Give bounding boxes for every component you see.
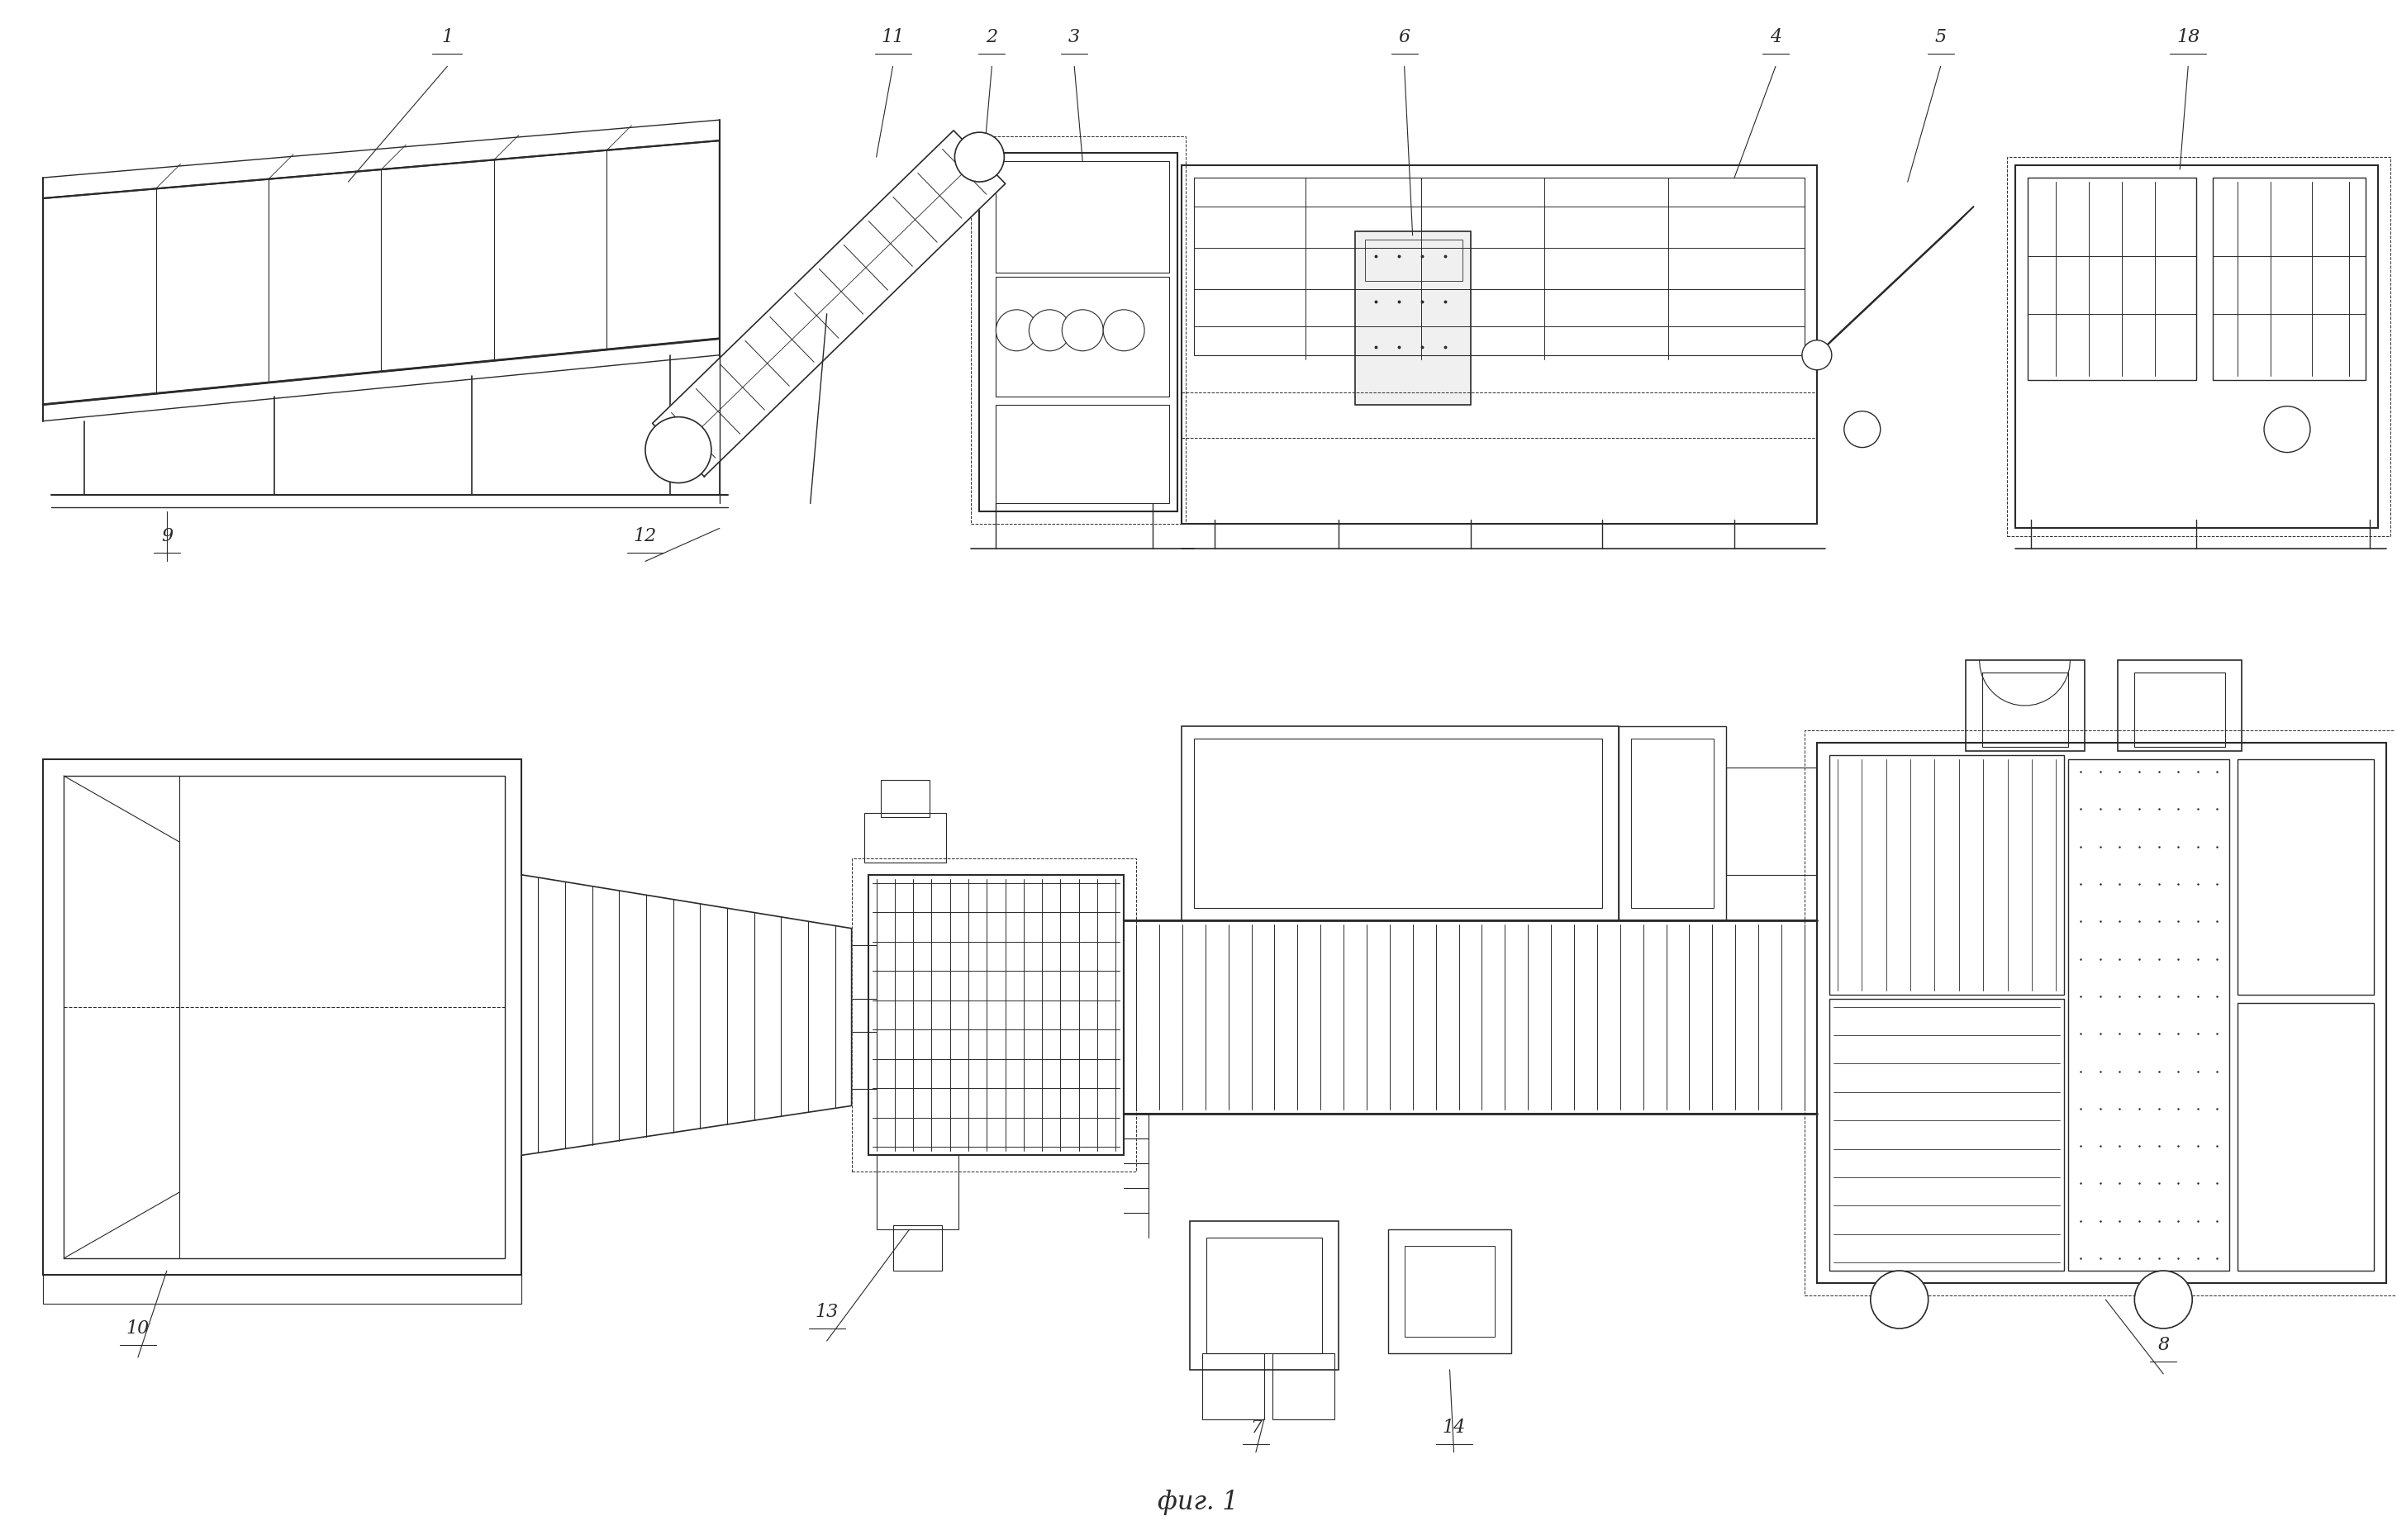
Text: 11: 11 [882, 28, 904, 46]
Bar [997, 405, 1170, 504]
Bar [851, 859, 1136, 1172]
Bar [980, 154, 1177, 513]
Bar [1966, 661, 2085, 752]
Text: 14: 14 [1443, 1418, 1465, 1435]
Bar [65, 776, 506, 1258]
Bar [1182, 727, 1618, 921]
Bar [1354, 233, 1469, 405]
Circle shape [645, 417, 712, 484]
Bar [1182, 166, 1817, 525]
Bar [2119, 661, 2241, 752]
Text: 4: 4 [1769, 28, 1781, 46]
Bar [1405, 1246, 1496, 1337]
Bar [839, 1032, 877, 1089]
Circle shape [997, 311, 1038, 351]
Bar [1817, 744, 2385, 1283]
Polygon shape [43, 142, 719, 405]
Text: 10: 10 [127, 1318, 149, 1337]
Bar [1829, 756, 2064, 995]
Bar [892, 1226, 942, 1270]
Bar [877, 1155, 959, 1229]
Circle shape [2265, 407, 2311, 453]
Text: 9: 9 [161, 527, 173, 545]
Bar [2239, 1003, 2373, 1270]
Bar [1203, 1354, 1263, 1420]
Bar [2028, 179, 2196, 380]
Circle shape [1870, 1270, 1927, 1329]
Bar [1618, 727, 1726, 921]
Bar [1829, 999, 2064, 1270]
Bar [1124, 921, 1817, 1115]
Circle shape [1103, 311, 1143, 351]
Bar [1805, 732, 2397, 1295]
Text: 12: 12 [633, 527, 657, 545]
Bar [1189, 1221, 1338, 1369]
Circle shape [1843, 411, 1879, 448]
Bar [2133, 673, 2224, 747]
Bar [997, 162, 1170, 273]
Text: 7: 7 [1249, 1418, 1261, 1435]
Text: 3: 3 [1069, 28, 1081, 46]
Bar [1194, 179, 1805, 356]
Bar [880, 781, 930, 818]
Polygon shape [523, 875, 851, 1155]
Text: 13: 13 [815, 1303, 839, 1320]
Circle shape [1062, 311, 1103, 351]
Text: 6: 6 [1397, 28, 1409, 46]
Bar [2069, 759, 2229, 1270]
Bar [1273, 1354, 1335, 1420]
Bar [1364, 240, 1462, 282]
Bar [2016, 166, 2378, 528]
Bar [1194, 739, 1601, 909]
Bar [2006, 157, 2390, 537]
Circle shape [1028, 311, 1069, 351]
Text: 8: 8 [2157, 1335, 2169, 1354]
Circle shape [954, 132, 1004, 183]
Bar [868, 875, 1124, 1155]
Text: 2: 2 [985, 28, 997, 46]
Bar [43, 1275, 523, 1304]
Bar [43, 759, 523, 1275]
Bar [839, 946, 877, 999]
Bar [2239, 759, 2373, 995]
Circle shape [2133, 1270, 2193, 1329]
Text: 5: 5 [1934, 28, 1946, 46]
Bar [1206, 1238, 1321, 1354]
Bar [863, 813, 947, 862]
Polygon shape [652, 131, 1004, 477]
Bar [1982, 673, 2069, 747]
Bar [971, 137, 1187, 525]
Polygon shape [1817, 208, 1973, 356]
Bar [997, 277, 1170, 397]
Circle shape [1803, 340, 1831, 371]
Bar [1632, 739, 1714, 909]
Text: 18: 18 [2176, 28, 2200, 46]
Text: фиг. 1: фиг. 1 [1158, 1489, 1239, 1514]
Text: 1: 1 [441, 28, 453, 46]
Bar [1726, 768, 1817, 875]
Bar [2212, 179, 2366, 380]
Bar [1388, 1229, 1513, 1354]
